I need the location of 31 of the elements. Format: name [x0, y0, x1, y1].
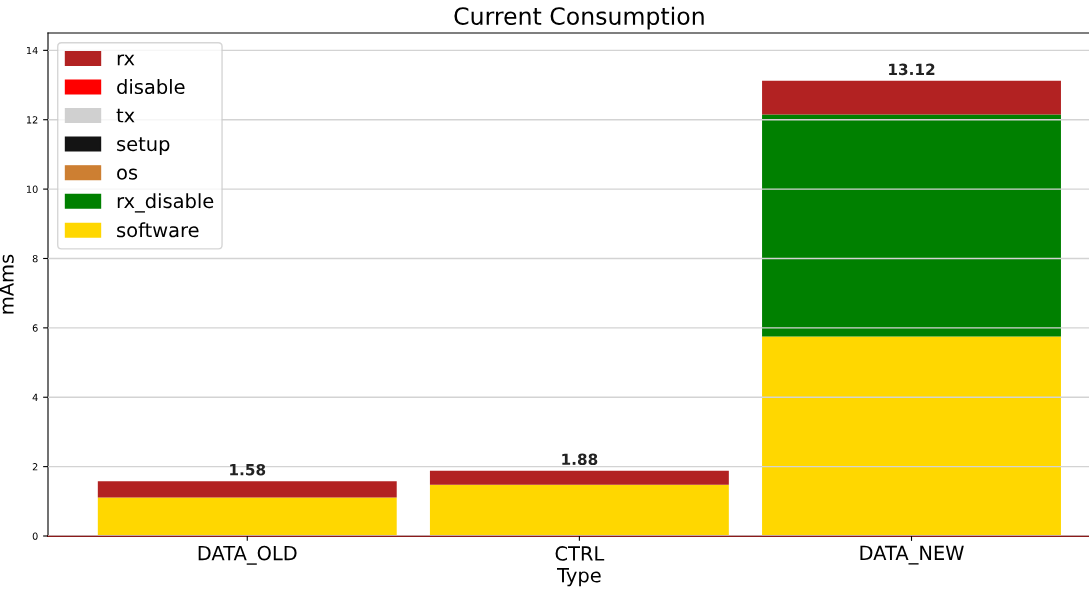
bar	[97, 497, 397, 536]
x-tick-label: DATA_NEW	[860, 545, 964, 565]
legend-label: disable	[117, 79, 185, 95]
legend-label: tx	[116, 108, 135, 123]
bar	[97, 481, 397, 498]
y-tick-label: 6	[32, 324, 38, 332]
total-label: 1.58	[230, 463, 266, 476]
x-axis-title: Type	[557, 568, 601, 587]
y-tick-label: 14	[26, 46, 38, 55]
bar	[762, 114, 1061, 337]
legend-label: rx	[117, 54, 135, 66]
bar	[429, 470, 729, 485]
bar	[429, 484, 729, 536]
x-tick-label: DATA_OLD	[198, 545, 297, 565]
total-label: 1.88	[562, 453, 598, 466]
y-tick-label: 8	[32, 254, 38, 263]
y-tick-label: 2	[32, 463, 38, 471]
y-tick-label: 10	[26, 185, 38, 193]
legend-label: setup	[117, 137, 170, 155]
chart-title: Current Consumption	[454, 6, 704, 30]
bar	[762, 80, 1061, 115]
bar	[762, 336, 1061, 536]
legend-label: rx_disable	[117, 193, 214, 213]
y-axis-title: mAms	[0, 254, 14, 314]
y-tick-label: 12	[26, 116, 38, 124]
y-tick-label: 0	[32, 532, 38, 540]
y-tick-label: 4	[32, 393, 38, 401]
x-tick-label: CTRL	[555, 546, 605, 561]
legend-label: os	[117, 168, 138, 180]
legend-label: software	[117, 222, 199, 238]
total-label: 13.12	[889, 63, 935, 76]
